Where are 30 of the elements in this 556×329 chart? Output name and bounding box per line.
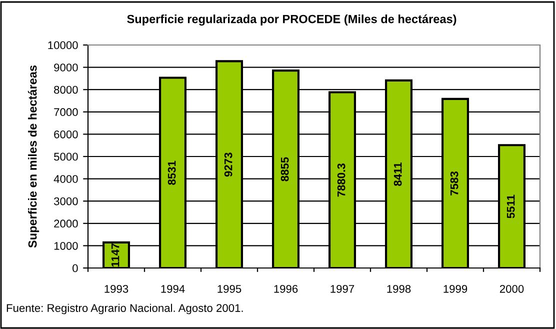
x-tick-label: 1997 [330,284,354,293]
y-tick-label: 5000 [54,152,78,161]
x-tick-label: 1995 [218,284,242,293]
y-tick-label: 0 [72,264,78,272]
y-tick-label: 3000 [54,197,78,206]
x-tick-label: 1999 [444,284,468,293]
x-tick-label: 1993 [104,284,128,293]
y-tick-label: 6000 [54,130,78,138]
y-tick-label: 4000 [54,175,78,183]
y-tick-label: 7000 [54,108,78,116]
y-axis-title: Superficie en miles de hectáreas [28,65,40,248]
data-label: 7583 [450,171,458,196]
y-tick-label: 8000 [54,86,78,94]
x-tick-label: 2000 [500,284,524,293]
y-tick-label: 10000 [48,41,78,50]
x-tick-label: 1998 [387,284,411,293]
data-label: 8531 [168,160,176,185]
x-tick-label: 1996 [274,284,298,293]
data-label: 8411 [394,162,402,186]
y-tick-label: 1000 [54,242,78,250]
data-label: 7880.3 [337,164,346,197]
data-label: 8855 [280,157,289,182]
data-label: 5511 [506,194,515,218]
y-tick-label: 2000 [54,220,78,228]
data-label: 1147 [111,244,120,267]
data-label: 9273 [224,152,232,177]
source-note: Fuente: Registro Agrario Nacional. Agosto 2001. [6,304,243,314]
y-tick-label: 9000 [54,64,78,72]
chart-title: Superficie regularizada por PROCEDE (Miles de hectáreas) [127,14,456,26]
x-tick-label: 1994 [161,284,185,293]
